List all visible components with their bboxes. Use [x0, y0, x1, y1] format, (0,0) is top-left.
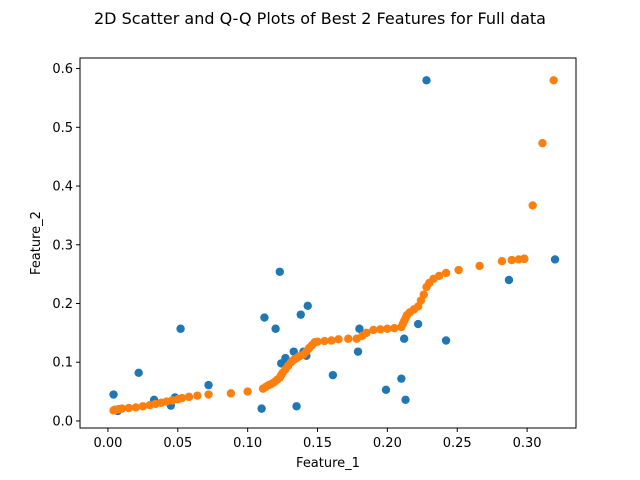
series-2-point	[344, 334, 353, 343]
series-1-point	[275, 267, 284, 276]
series-1-point	[422, 76, 431, 85]
series-2-point	[177, 393, 187, 403]
series-2-point	[475, 261, 484, 271]
series-2-point	[313, 337, 322, 346]
series-1-point	[257, 404, 266, 413]
x-tick-label: 0.05	[163, 436, 192, 451]
y-tick-label: 0.5	[52, 121, 73, 136]
series-2-point	[243, 387, 252, 396]
series-1-point	[397, 374, 406, 383]
series-2-point	[507, 255, 516, 265]
series-2-point	[434, 271, 444, 281]
x-tick-label: 0.10	[233, 436, 262, 451]
x-tick-label: 0.25	[443, 436, 472, 451]
y-axis-label: Feature_2	[29, 211, 44, 275]
series-1-point	[504, 275, 514, 285]
x-tick-label: 0.15	[303, 436, 332, 451]
series-2-point	[184, 392, 194, 402]
series-2-point	[204, 390, 213, 399]
x-axis-label: Feature_1	[296, 456, 360, 471]
series-2-point	[454, 265, 463, 275]
series-2-point	[124, 403, 134, 413]
series-2-point	[520, 254, 529, 264]
series-1-point	[296, 310, 305, 319]
series-1-point	[260, 313, 269, 322]
series-1-point	[328, 370, 338, 380]
series-1-point	[413, 319, 423, 329]
series-2-point	[334, 335, 343, 344]
series-1-point	[381, 385, 391, 395]
series-2-point	[549, 76, 558, 85]
y-tick-label: 0.4	[52, 180, 73, 195]
series-2-point	[327, 336, 336, 345]
series-2-point	[419, 290, 428, 299]
series-2-point	[369, 325, 378, 335]
series-1-point	[353, 347, 363, 356]
series-2-point	[441, 268, 451, 278]
series-2-point	[138, 402, 148, 411]
series-2-point	[497, 257, 507, 266]
series-1-point	[401, 395, 410, 405]
series-2-point	[390, 323, 399, 333]
chart-title: 2D Scatter and Q-Q Plots of Best 2 Featu…	[94, 9, 546, 28]
series-1-point	[204, 380, 213, 390]
series-2-point	[226, 389, 236, 398]
series-1-point	[441, 336, 451, 345]
series-1-point	[550, 255, 560, 264]
series-2-point	[376, 325, 385, 334]
series-2-point	[193, 391, 202, 400]
series-1-point	[134, 368, 143, 377]
y-tick-label: 0.2	[52, 297, 73, 312]
series-2-point	[320, 336, 329, 346]
data-points	[109, 76, 560, 416]
axis-ticks: 0.00 0.05 0.10 0.15 0.20 0.25 0.30 0.0 0.1 0.2 0.3…	[52, 62, 541, 451]
series-2-point	[383, 324, 392, 333]
series-2-point	[131, 403, 141, 412]
series-1-point	[176, 324, 185, 333]
series-2-point	[362, 328, 371, 338]
series-1-point	[289, 347, 298, 356]
series-2-point	[528, 201, 537, 210]
y-tick-label: 0.6	[52, 62, 73, 77]
x-tick-label: 0.30	[513, 436, 542, 451]
series-1-point	[292, 402, 301, 411]
x-tick-label: 0.20	[373, 436, 402, 451]
y-tick-label: 0.0	[52, 414, 73, 429]
y-tick-label: 0.3	[52, 238, 73, 253]
y-tick-label: 0.1	[52, 356, 73, 371]
series-1-point	[303, 301, 312, 311]
x-tick-label: 0.00	[93, 436, 122, 451]
series-2-point	[117, 404, 127, 413]
series-2-point	[538, 138, 547, 148]
series-1-point	[271, 324, 280, 333]
series-1-point	[399, 334, 409, 343]
series-1-point	[109, 390, 118, 399]
plot-frame	[79, 57, 577, 429]
series-1-point	[355, 324, 364, 333]
